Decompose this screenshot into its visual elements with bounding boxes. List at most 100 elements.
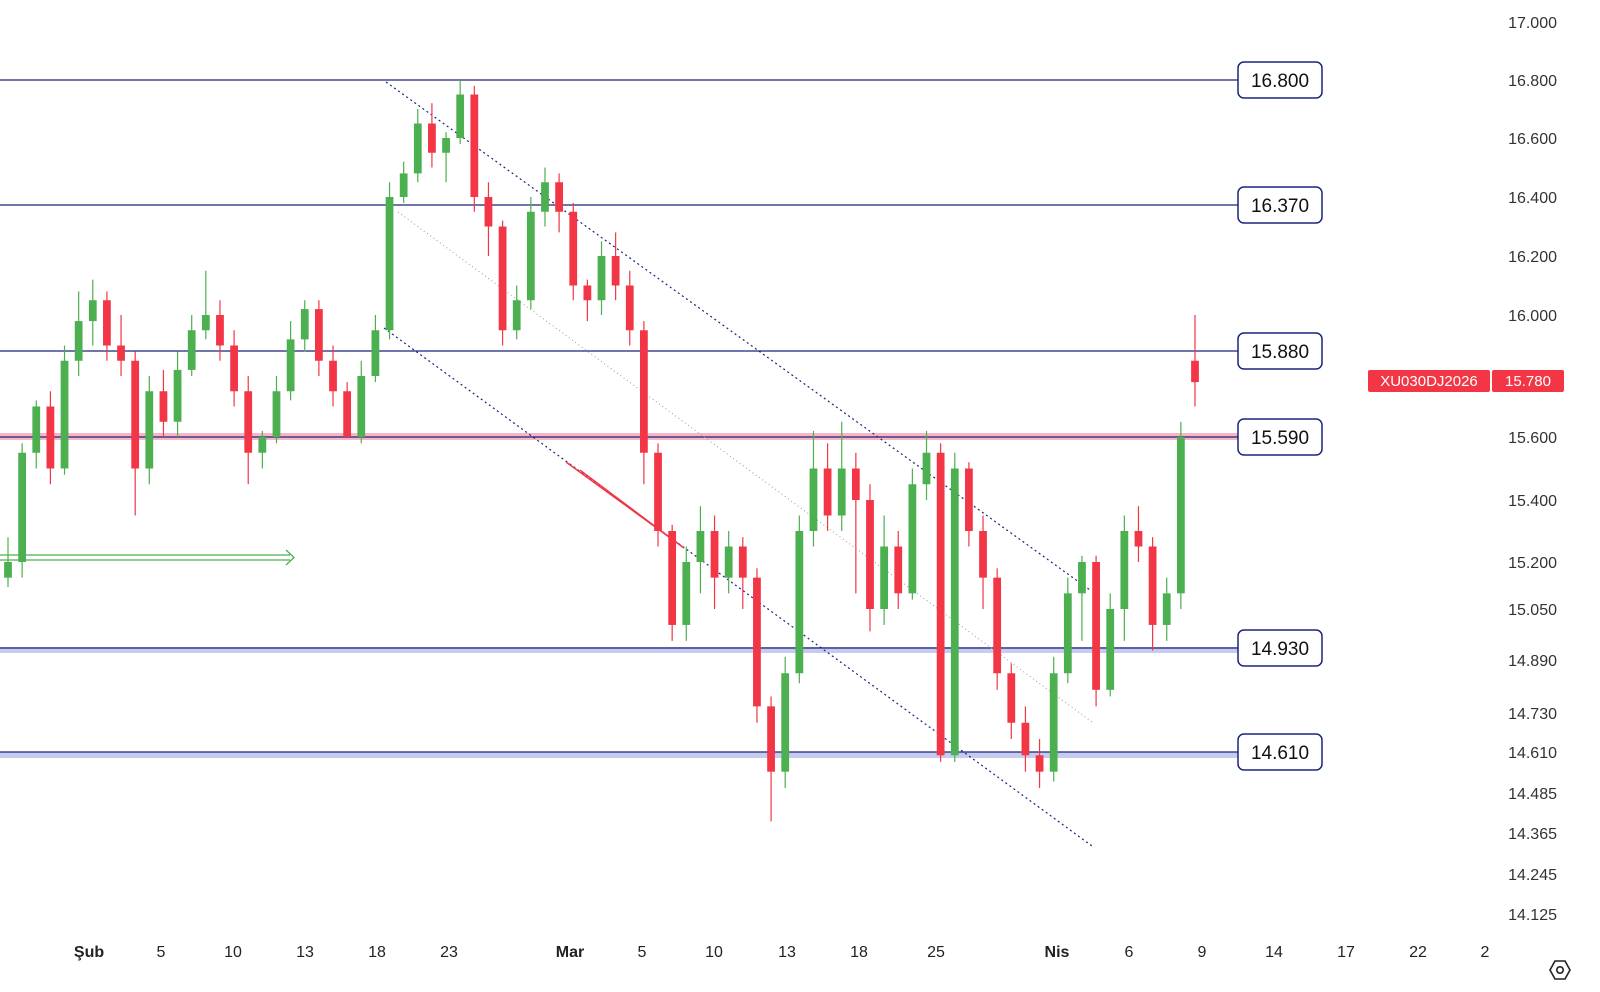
candle-body[interactable] <box>823 468 832 516</box>
level-label-box[interactable] <box>1237 733 1323 771</box>
candle-body[interactable] <box>117 345 125 361</box>
candle-body[interactable] <box>456 94 465 139</box>
candle-body[interactable] <box>795 531 804 674</box>
candle-body[interactable] <box>145 391 154 469</box>
candle-body[interactable] <box>569 211 578 286</box>
candle-body[interactable] <box>880 546 889 610</box>
candle-body[interactable] <box>894 546 903 594</box>
candle-body[interactable] <box>781 673 790 772</box>
candle-body[interactable] <box>555 182 563 212</box>
candle-body[interactable] <box>908 484 917 594</box>
candle-body[interactable] <box>936 452 945 756</box>
candle-body[interactable] <box>866 500 874 609</box>
candle-body[interactable] <box>512 300 521 331</box>
candle-body[interactable] <box>710 531 719 578</box>
candle-body[interactable] <box>74 321 83 361</box>
candle-body[interactable] <box>385 197 394 331</box>
candle-body[interactable] <box>201 315 210 331</box>
candle-body[interactable] <box>965 468 973 532</box>
candle-body[interactable] <box>753 577 761 707</box>
candle-body[interactable] <box>1191 360 1199 383</box>
candle-body[interactable] <box>244 391 253 453</box>
candle-body[interactable] <box>1176 437 1185 594</box>
candle-body[interactable] <box>1007 673 1016 723</box>
candle-body[interactable] <box>809 468 818 532</box>
candle-body[interactable] <box>88 300 97 322</box>
candle-body[interactable] <box>230 345 238 392</box>
x-tick-label: 2 <box>1481 944 1490 961</box>
candle-body[interactable] <box>1049 673 1058 772</box>
candle-body[interactable] <box>541 182 549 212</box>
candle-body[interactable] <box>300 309 309 340</box>
candle-body[interactable] <box>470 94 479 198</box>
candle-body[interactable] <box>413 123 422 174</box>
candle-body[interactable] <box>1063 593 1072 674</box>
candle-body[interactable] <box>950 468 959 756</box>
candle-body[interactable] <box>32 406 41 453</box>
x-tick-label: 14 <box>1265 944 1283 961</box>
candle-body[interactable] <box>738 546 747 578</box>
candle-body[interactable] <box>1120 531 1129 609</box>
candle-body[interactable] <box>484 197 493 227</box>
candle-body[interactable] <box>498 226 507 331</box>
candle-body[interactable] <box>526 211 535 301</box>
candle-body[interactable] <box>583 285 592 301</box>
candle-body[interactable] <box>258 437 267 453</box>
candle-body[interactable] <box>4 562 12 578</box>
candle-body[interactable] <box>1134 531 1143 547</box>
projection-arrowhead[interactable] <box>285 549 295 566</box>
candle-body[interactable] <box>329 360 337 392</box>
candle-body[interactable] <box>159 391 168 422</box>
candle-body[interactable] <box>682 562 691 625</box>
settings-hexagon-icon[interactable] <box>1548 958 1572 982</box>
candle-body[interactable] <box>597 256 606 301</box>
candle-body[interactable] <box>668 531 677 625</box>
channel-lower[interactable] <box>383 327 1093 847</box>
candle-body[interactable] <box>399 173 408 197</box>
candle-body[interactable] <box>1106 609 1115 690</box>
candle-body[interactable] <box>1035 755 1044 772</box>
candle-body[interactable] <box>654 452 662 531</box>
candle-body[interactable] <box>1148 546 1157 625</box>
candle-body[interactable] <box>60 360 69 469</box>
candle-body[interactable] <box>428 123 436 153</box>
candle-body[interactable] <box>216 315 224 346</box>
candle-body[interactable] <box>371 330 380 376</box>
candle-body[interactable] <box>187 330 196 370</box>
level-label-box[interactable] <box>1237 629 1323 667</box>
candle-body[interactable] <box>979 531 987 578</box>
candle-body[interactable] <box>1021 722 1030 756</box>
candle-body[interactable] <box>640 330 648 453</box>
candle-body[interactable] <box>1162 593 1171 625</box>
candle-body[interactable] <box>18 452 27 562</box>
candle-body[interactable] <box>314 309 323 361</box>
wedge-line-2[interactable] <box>579 469 685 549</box>
channel-upper[interactable] <box>385 81 1091 591</box>
candle-body[interactable] <box>611 256 620 286</box>
candle-body[interactable] <box>837 468 846 516</box>
candle-body[interactable] <box>131 360 140 469</box>
candle-body[interactable] <box>286 339 295 392</box>
candle-body[interactable] <box>343 391 352 437</box>
candle-body[interactable] <box>1092 562 1100 690</box>
candle-body[interactable] <box>767 706 775 772</box>
candle-body[interactable] <box>696 531 705 562</box>
candle-body[interactable] <box>103 300 111 346</box>
candle-body[interactable] <box>724 546 733 578</box>
level-label-box[interactable] <box>1237 61 1323 99</box>
level-label-box[interactable] <box>1237 418 1323 456</box>
candle-body[interactable] <box>851 468 860 501</box>
candle-body[interactable] <box>993 577 1002 674</box>
candle-body[interactable] <box>46 406 55 469</box>
candle-body[interactable] <box>1078 562 1086 594</box>
candle-body[interactable] <box>272 391 281 437</box>
level-label-box[interactable] <box>1237 186 1323 224</box>
candle-body[interactable] <box>625 285 634 331</box>
level-label-box[interactable] <box>1237 332 1323 370</box>
candle-body[interactable] <box>357 376 366 437</box>
candle-body[interactable] <box>922 452 931 485</box>
candle-body[interactable] <box>173 369 182 422</box>
candle-body[interactable] <box>442 138 450 153</box>
